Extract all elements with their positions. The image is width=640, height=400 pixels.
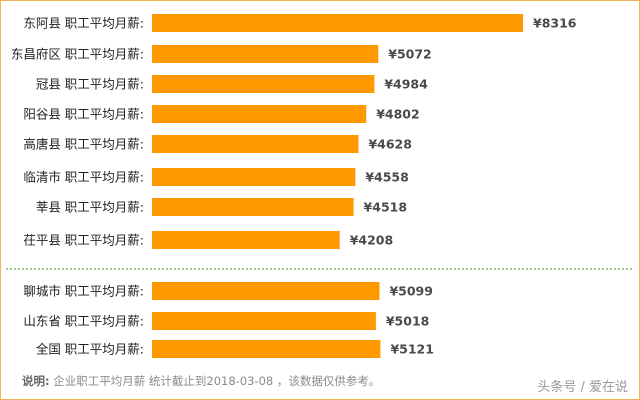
footnote-label: 说明: bbox=[22, 374, 50, 388]
category-label: 山东省 职工平均月薪: bbox=[23, 314, 144, 329]
value-label: ¥4558 bbox=[365, 170, 409, 185]
salary-bar bbox=[152, 198, 354, 216]
salary-bar bbox=[152, 312, 376, 330]
category-label: 茌平县 职工平均月薪: bbox=[23, 233, 144, 248]
salary-bar bbox=[152, 340, 381, 358]
salary-bar bbox=[152, 14, 523, 32]
category-label: 临清市 职工平均月薪: bbox=[23, 170, 144, 185]
category-label: 东阿县 职工平均月薪: bbox=[23, 16, 144, 31]
value-label: ¥5099 bbox=[389, 284, 433, 299]
salary-bar bbox=[152, 168, 356, 186]
value-label: ¥5018 bbox=[386, 314, 430, 329]
category-label: 莘县 职工平均月薪: bbox=[36, 200, 144, 215]
value-label: ¥5121 bbox=[390, 342, 434, 357]
salary-bar bbox=[152, 231, 340, 249]
value-label: ¥4518 bbox=[364, 200, 408, 215]
category-label: 冠县 职工平均月薪: bbox=[36, 77, 144, 92]
salary-bar bbox=[152, 282, 380, 300]
value-label: ¥5072 bbox=[388, 47, 432, 62]
salary-bar bbox=[152, 45, 379, 63]
value-label: ¥4984 bbox=[384, 77, 428, 92]
salary-bar bbox=[152, 105, 367, 123]
category-label: 高唐县 职工平均月薪: bbox=[23, 137, 144, 152]
value-label: ¥4802 bbox=[376, 107, 420, 122]
category-label: 阳谷县 职工平均月薪: bbox=[23, 107, 144, 122]
watermark: 头条号 / 爱在说 bbox=[537, 380, 628, 395]
salary-bar bbox=[152, 75, 375, 93]
value-label: ¥8316 bbox=[533, 16, 577, 31]
value-label: ¥4208 bbox=[350, 233, 394, 248]
category-label: 聊城市 职工平均月薪: bbox=[23, 284, 144, 299]
category-label: 东昌府区 职工平均月薪: bbox=[11, 47, 144, 62]
salary-bar bbox=[152, 135, 359, 153]
category-label: 全国 职工平均月薪: bbox=[36, 342, 144, 357]
footnote: 说明: 企业职工平均月薪 统计截止到2018-03-08 ，该数据仅供参考。 bbox=[22, 373, 380, 389]
value-label: ¥4628 bbox=[368, 137, 412, 152]
footnote-text: 企业职工平均月薪 统计截止到2018-03-08 ，该数据仅供参考。 bbox=[53, 374, 381, 388]
